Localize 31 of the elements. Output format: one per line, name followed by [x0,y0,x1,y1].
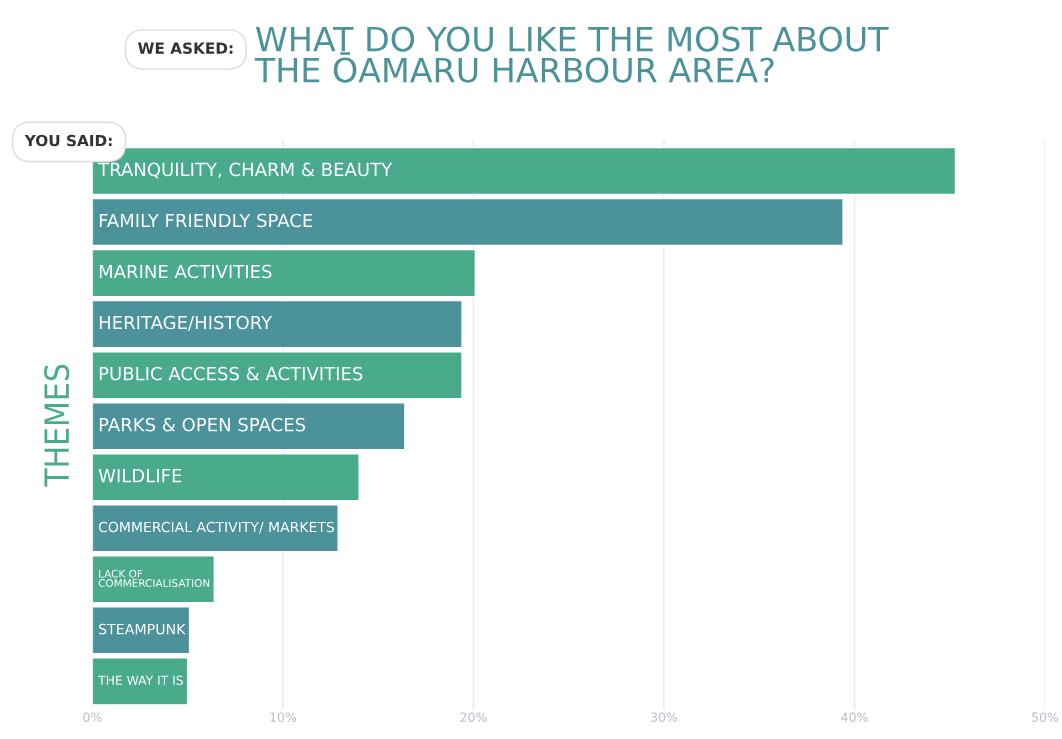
x-tick-label: 30% [651,712,678,722]
bar [92,350,463,400]
x-tick-label: 40% [841,712,868,722]
text: WE ASKED: [138,42,233,54]
y-tick-label: FAMILY FRIENDLY SPACE [99,213,313,228]
x-tick-label: 10% [270,712,297,722]
y-tick-label: WILDLIFE [98,469,182,483]
bar [92,299,463,349]
bar [92,657,189,706]
y-tick-label: MARINE ACTIVITIES [99,264,272,279]
x-tick-label: 0% [83,712,102,722]
chart-title: WHAT DO YOU LIKE THE MOST ABOUT THE ŌAMARU HARBOUR AREA? [254,26,889,83]
y-axis-title: THEMES [44,364,70,487]
y-tick-label: STEAMPUNK [99,623,186,635]
bar [92,453,360,502]
bar [92,248,477,298]
bar [92,402,406,451]
bar [92,504,339,553]
bar [92,555,216,604]
y-tick-label: TRANQUILITY, CHARM & BEAUTY [98,162,393,179]
bar [92,197,844,247]
bar [92,606,191,655]
y-tick-label: THE WAY IT IS [98,675,183,685]
y-tick-label: PUBLIC ACCESS & ACTIVITIES [99,366,363,381]
y-tick-label: HERITAGE/HISTORY [99,315,273,331]
x-tick-label: 50% [1032,712,1059,722]
x-tick-label: 20% [460,712,487,722]
y-tick-label: COMMERCIAL ACTIVITY/ MARKETS [98,521,334,534]
annotation: YOU SAID: [24,134,112,147]
y-tick-label: PARKS & OPEN SPACES [99,417,306,432]
y-tick-label: LACK OF COMMERCIALISATION [98,569,210,587]
